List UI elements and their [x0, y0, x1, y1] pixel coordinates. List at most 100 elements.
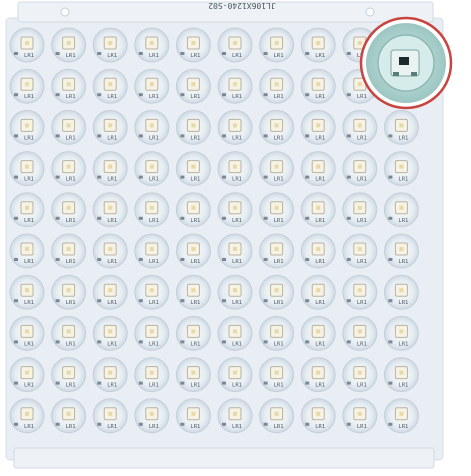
pad-label: LR1: [274, 424, 284, 430]
solder-pad: [180, 93, 185, 97]
led-module: LR1: [51, 192, 87, 228]
solder-pad: [97, 93, 102, 97]
solder-pad: [55, 134, 60, 138]
solder-pad: [305, 52, 310, 55]
led-module: LR1: [134, 27, 170, 63]
led-die: [399, 247, 404, 251]
pad-label: LR1: [190, 94, 200, 100]
pad-label: LR1: [190, 341, 200, 347]
solder-pad: [97, 340, 102, 344]
led-die: [357, 370, 362, 375]
led-module: LR1: [175, 233, 211, 269]
led-die: [233, 288, 237, 293]
solder-pad: [55, 258, 60, 261]
led-module: LR1: [259, 109, 295, 145]
solder-pad: [263, 258, 268, 261]
led-die: [149, 370, 154, 375]
solder-pad: [222, 216, 226, 220]
solder-pad: [180, 422, 185, 426]
pad-label: LR1: [107, 424, 117, 430]
led-module: LR1: [342, 151, 378, 187]
pad-label: LR1: [149, 53, 159, 59]
led-die: [316, 329, 321, 334]
led-module: LR1: [217, 68, 253, 104]
zoom-led-pad: [411, 72, 417, 76]
led-die: [399, 329, 404, 334]
pad-label: LR1: [357, 341, 367, 347]
led-module: LR1: [383, 357, 419, 393]
pad-label: LR1: [232, 300, 242, 306]
solder-pad: [388, 175, 393, 179]
solder-pad: [346, 422, 351, 426]
led-die: [274, 288, 279, 293]
led-die: [66, 329, 71, 334]
led-die: [316, 411, 321, 416]
led-module: LR1: [9, 109, 45, 145]
pad-label: LR1: [66, 135, 76, 141]
led-module: LR1: [217, 27, 253, 63]
led-die: [25, 370, 29, 375]
led-die: [25, 164, 29, 169]
solder-pad: [180, 134, 185, 138]
pad-label: LR1: [66, 218, 76, 224]
led-die: [357, 164, 362, 169]
solder-pad: [97, 52, 102, 55]
solder-pad: [263, 175, 268, 179]
led-die: [399, 123, 404, 128]
pad-label: LR1: [107, 383, 117, 389]
solder-pad: [346, 299, 351, 303]
pad-label: LR1: [232, 53, 242, 59]
solder-pad: [305, 340, 310, 344]
led-die: [108, 205, 113, 210]
led-module: LR1: [300, 357, 336, 393]
pad-label: LR1: [24, 259, 34, 265]
solder-pad: [180, 299, 185, 303]
solder-pad: [305, 299, 310, 303]
pad-label: LR1: [398, 259, 408, 265]
pad-label: LR1: [232, 341, 242, 347]
led-module: LR1: [9, 398, 45, 434]
pad-label: LR1: [232, 94, 242, 100]
led-die: [108, 329, 113, 334]
led-module: LR1: [51, 68, 87, 104]
led-die: [357, 247, 362, 251]
led-die: [399, 205, 404, 210]
solder-pad: [55, 299, 60, 303]
led-module: LR1: [342, 274, 378, 310]
led-module: LR1: [175, 151, 211, 187]
solder-pad: [346, 175, 351, 179]
solder-pad: [138, 299, 143, 303]
pad-label: LR1: [232, 259, 242, 265]
led-die: [233, 41, 237, 45]
solder-pad: [263, 422, 268, 426]
pad-label: LR1: [190, 53, 200, 59]
pad-label: LR1: [315, 259, 325, 265]
led-module: LR1: [9, 68, 45, 104]
solder-pad: [305, 216, 310, 220]
led-module: LR1: [134, 68, 170, 104]
solder-pad: [388, 299, 393, 303]
led-die: [25, 41, 29, 45]
led-die: [149, 411, 154, 416]
led-module: LR1: [300, 68, 336, 104]
pcb-marking: JL106X1240-S02: [208, 1, 276, 10]
led-die: [233, 247, 237, 251]
led-module: LR1: [383, 398, 419, 434]
solder-pad: [180, 52, 185, 55]
solder-pad: [97, 381, 102, 385]
led-module: LR1: [51, 151, 87, 187]
pad-label: LR1: [274, 218, 284, 224]
pad-label: LR1: [24, 383, 34, 389]
solder-pad: [138, 381, 143, 385]
led-die: [274, 247, 279, 251]
pad-label: LR1: [24, 300, 34, 306]
solder-pad: [14, 299, 18, 303]
pad-label: LR1: [149, 341, 159, 347]
led-die: [149, 288, 154, 293]
top-rail: [17, 1, 434, 23]
bottom-rail: [13, 447, 435, 469]
led-module: LR1: [175, 192, 211, 228]
led-module: LR1: [259, 274, 295, 310]
solder-pad: [55, 381, 60, 385]
pad-label: LR1: [315, 300, 325, 306]
